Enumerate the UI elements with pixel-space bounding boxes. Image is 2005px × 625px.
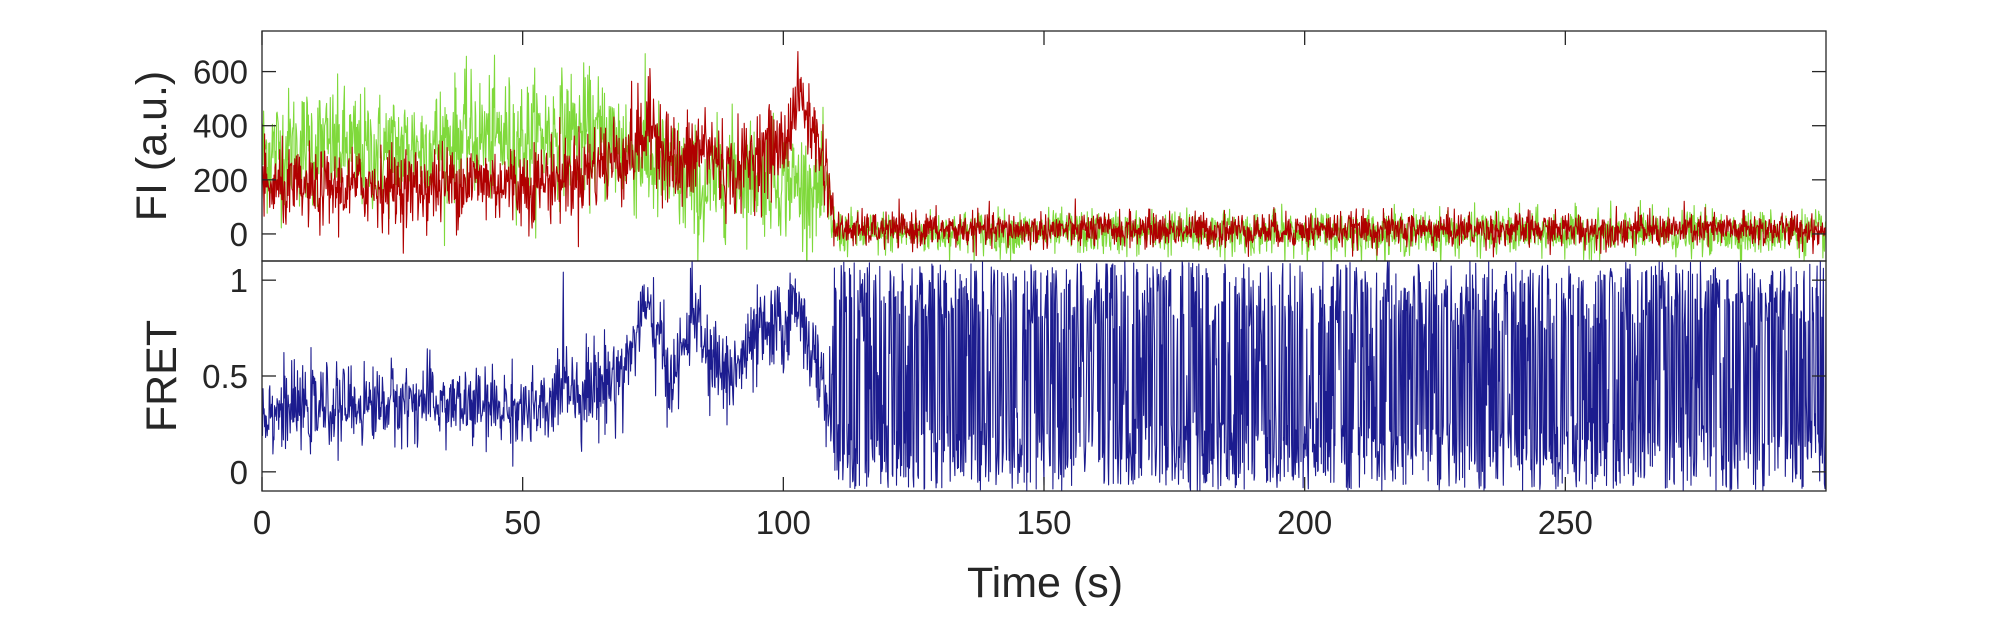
panel-fret: 0 0.5 1 0 50 100 150 200 250 FRET Time (s) [138,260,1827,607]
fluorescence-y-axis-label: FI (a.u.) [128,71,176,222]
fluorescence-series-2-line [262,51,1826,258]
fret-y-axis-label: FRET [138,320,186,432]
fluorescence-y-tick-label: 200 [193,162,248,199]
x-tick-label: 50 [504,504,541,541]
x-tick-label: 250 [1538,504,1593,541]
x-tick-label: 200 [1277,504,1332,541]
fret-y-tick-label: 0 [230,454,248,491]
fluorescence-series-group [262,51,1826,261]
fret-y-tick-label: 0.5 [202,358,248,395]
fluorescence-y-tick-label: 400 [193,108,248,145]
fluorescence-series-1-line [262,53,1826,261]
x-tick-label: 100 [756,504,811,541]
x-tick-label: 0 [253,504,271,541]
x-tick-label: 150 [1016,504,1071,541]
fluorescence-y-tick-label: 600 [193,54,248,91]
panel-fluorescence: 0 200 400 600 FI (a.u.) [128,30,1827,262]
fret-ticks: 0 0.5 1 0 50 100 150 200 250 [202,262,1826,541]
fluorescence-y-ticks: 0 200 400 600 [193,31,1826,253]
x-axis-label: Time (s) [967,559,1123,607]
fluorescence-y-tick-label: 0 [230,216,248,253]
fret-series-1-line [262,261,1826,491]
fret-y-tick-label: 1 [230,262,248,299]
fret-series-group [262,261,1826,491]
